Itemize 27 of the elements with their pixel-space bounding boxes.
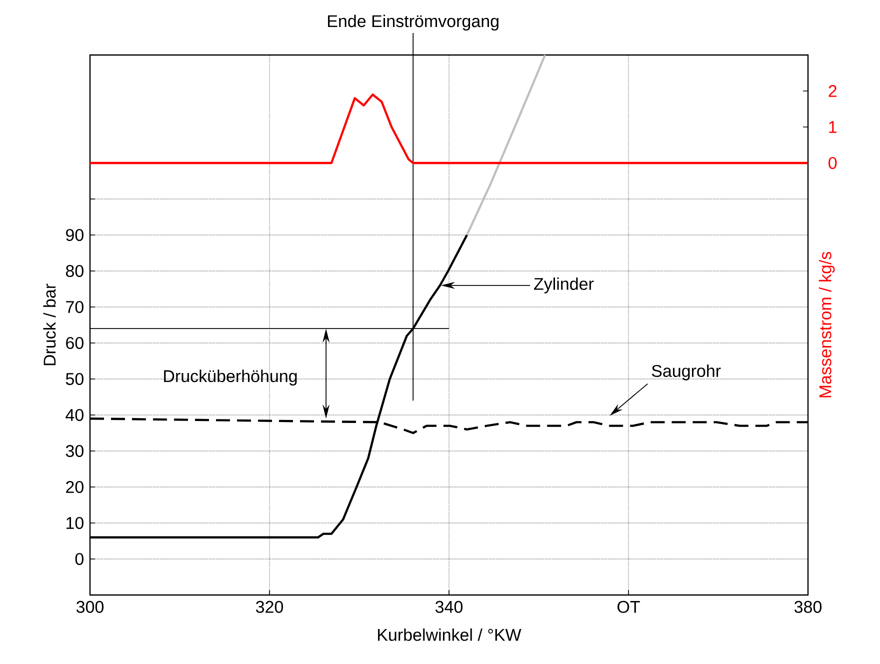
y-tick-label: 0 — [75, 552, 84, 566]
y-tick-label: 30 — [66, 444, 84, 458]
y-tick-label: 90 — [66, 228, 84, 242]
y-tick-label: 70 — [66, 300, 84, 314]
y-tick-label: 20 — [66, 480, 84, 494]
y-tick-label: 10 — [66, 516, 84, 530]
y-tick-label: 80 — [66, 264, 84, 278]
y2-tick-label: 1 — [829, 121, 836, 133]
y2-tick-label: 2 — [828, 85, 836, 97]
x-tick-label: 300 — [76, 600, 104, 613]
line-series — [466, 54, 546, 236]
y-tick-label: 40 — [66, 408, 84, 422]
text: Saugrohr — [652, 364, 721, 380]
x-tick-label: 380 — [794, 600, 822, 613]
x-tick-label: OT — [618, 600, 640, 613]
y-tick-label: 50 — [66, 372, 84, 386]
y-axis-title: Druck / bar — [43, 284, 56, 366]
annotation: Drucküberhöhung — [164, 370, 297, 386]
y-tick-label: 60 — [66, 336, 84, 350]
ref-line-label: Ende Einströmvorgang — [328, 14, 498, 31]
line-series — [88, 93, 810, 164]
x-axis-title: Kurbelwinkel / °KW — [378, 628, 522, 641]
y2-axis-title: Massenstrom / kg/s — [818, 252, 835, 398]
y2-tick-label: 0 — [828, 156, 837, 170]
x-tick-label: 320 — [256, 600, 284, 613]
legend-label: Zylinder — [534, 277, 594, 294]
x-tick-label: 340 — [435, 600, 463, 613]
